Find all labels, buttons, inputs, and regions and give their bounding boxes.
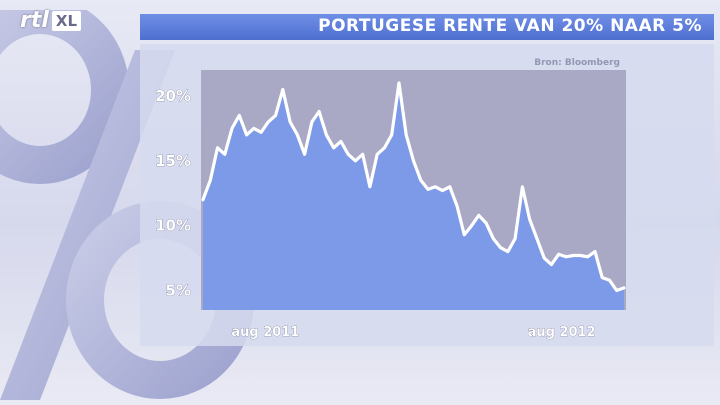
x-tick-label: aug 2011 [231, 325, 299, 340]
yield-line [201, 81, 626, 293]
y-axis-ticks: 20% 15% 10% 5% [155, 87, 192, 300]
yield-chart: 20% 15% 10% 5% aug 2011 aug 2012 [155, 70, 626, 341]
title-bar: PORTUGESE RENTE VAN 20% NAAR 5% [140, 14, 714, 40]
y-tick-label: 10% [155, 217, 191, 235]
source-label: Bron: Bloomberg [534, 58, 620, 68]
logo-badge: XL [51, 10, 82, 31]
y-tick-label: 15% [155, 152, 191, 170]
rtlxl-logo: rtl XL [20, 8, 82, 33]
x-tick-label: aug 2012 [528, 325, 596, 340]
y-tick-label: 20% [155, 87, 191, 105]
chart-title: PORTUGESE RENTE VAN 20% NAAR 5% [318, 16, 702, 36]
x-axis-ticks: aug 2011 aug 2012 [231, 325, 596, 341]
logo-text: rtl [20, 8, 49, 33]
y-tick-label: 5% [166, 282, 191, 300]
